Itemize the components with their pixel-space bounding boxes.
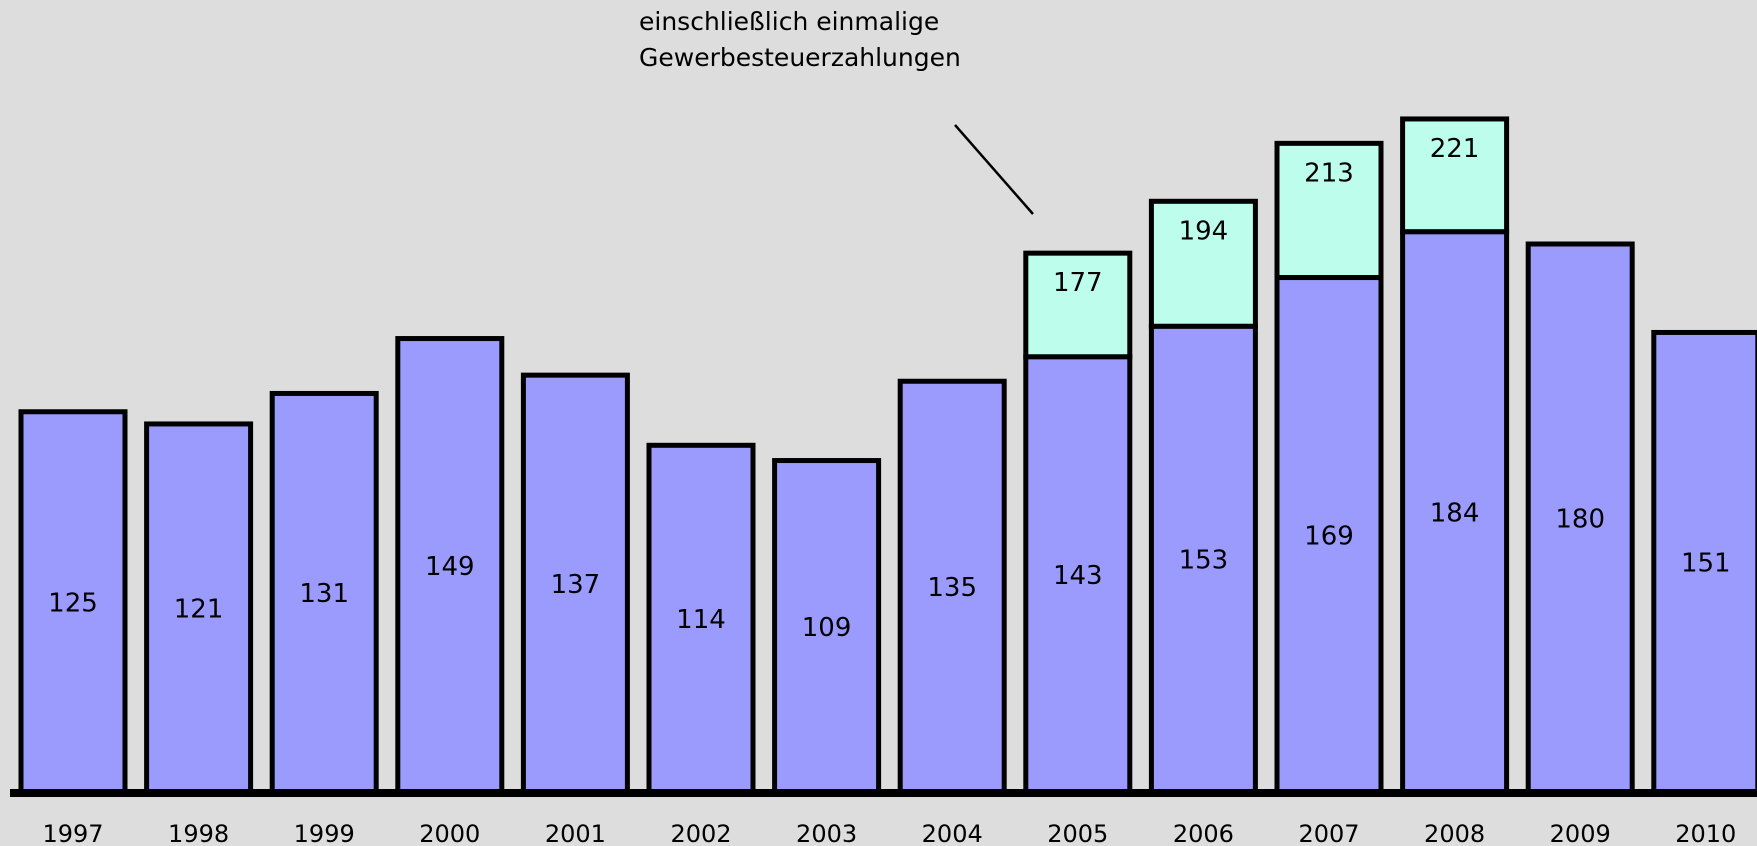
- data-label-base-2008: 184: [1430, 498, 1480, 528]
- bar-base-1998: [144, 421, 254, 796]
- labels-layer: 125 121 131 149 137 114 109 135 143 177 153 194 169 2…: [48, 134, 1730, 643]
- x-tick-label-2003: 2003: [796, 820, 857, 846]
- data-label-total-2006: 194: [1179, 216, 1229, 246]
- bar-base-2004: [897, 378, 1007, 796]
- x-tick-label-1999: 1999: [294, 820, 355, 846]
- x-tick-label-2001: 2001: [545, 820, 606, 846]
- x-tick-label-2004: 2004: [922, 820, 983, 846]
- data-label-base-2004: 135: [927, 573, 977, 603]
- data-label-base-2000: 149: [425, 552, 475, 582]
- data-label-total-2008: 221: [1430, 134, 1480, 164]
- bar-base-2009: [1525, 241, 1635, 796]
- bar-base-1997: [18, 409, 128, 796]
- x-tick-label-2008: 2008: [1424, 820, 1485, 846]
- bar-base-2003: [772, 458, 882, 796]
- x-tick-label-1998: 1998: [168, 820, 229, 846]
- data-label-base-2005: 143: [1053, 561, 1103, 591]
- data-label-base-2009: 180: [1555, 505, 1605, 535]
- data-label-base-2001: 137: [551, 570, 601, 600]
- x-tick-labels: 1997 1998 1999 2000 2001 2002 2003 2004 2005 2006…: [42, 820, 1736, 846]
- data-label-base-2010: 151: [1681, 549, 1731, 579]
- bar-extra-2005: [1023, 250, 1133, 360]
- bar-base-2008: [1400, 229, 1510, 796]
- bar-base-2007: [1274, 275, 1384, 796]
- data-label-base-1997: 125: [48, 588, 98, 618]
- x-tick-label-1997: 1997: [42, 820, 103, 846]
- x-tick-label-2010: 2010: [1675, 820, 1736, 846]
- data-label-total-2005: 177: [1053, 268, 1103, 298]
- bar-base-2005: [1023, 354, 1133, 796]
- annotation-text-line-1: einschließlich einmalige: [639, 7, 939, 36]
- x-tick-label-2002: 2002: [670, 820, 731, 846]
- data-label-base-1998: 121: [174, 594, 224, 624]
- x-tick-label-2006: 2006: [1173, 820, 1234, 846]
- data-label-total-2007: 213: [1304, 158, 1354, 188]
- x-tick-label-2009: 2009: [1550, 820, 1611, 846]
- data-label-base-2002: 114: [676, 605, 726, 635]
- data-label-base-2003: 109: [802, 613, 852, 643]
- bars-layer: [18, 116, 1757, 796]
- annotation: einschließlich einmalige Gewerbesteuerza…: [639, 7, 1034, 215]
- bar-base-1999: [269, 390, 379, 796]
- x-tick-label-2000: 2000: [419, 820, 480, 846]
- data-label-base-2006: 153: [1179, 546, 1229, 576]
- bar-base-2010: [1651, 329, 1757, 796]
- bar-extra-2008: [1400, 116, 1510, 235]
- bar-base-2006: [1148, 323, 1258, 796]
- data-label-base-1999: 131: [299, 579, 349, 609]
- annotation-pointer-line: [954, 124, 1034, 215]
- annotation-text-line-2: Gewerbesteuerzahlungen: [639, 43, 961, 72]
- data-label-base-2007: 169: [1304, 521, 1354, 551]
- x-tick-label-2007: 2007: [1298, 820, 1359, 846]
- x-tick-label-2005: 2005: [1047, 820, 1108, 846]
